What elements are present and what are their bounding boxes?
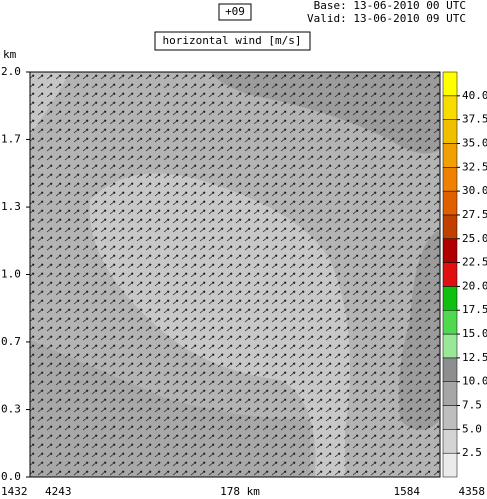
x-label: 4358 — [459, 485, 486, 498]
colorbar-label: 7.5 — [462, 399, 482, 412]
colorbar-label: 32.5 — [462, 160, 487, 173]
colorbar-band — [442, 357, 458, 382]
colorbar-label: 22.5 — [462, 256, 487, 269]
x-label: 178 km — [220, 485, 260, 498]
colorbar-label: 30.0 — [462, 184, 487, 197]
colorbar-band — [442, 286, 458, 311]
colorbar-band — [442, 452, 458, 478]
colorbar-band — [442, 262, 458, 287]
forecast: +09 — [225, 5, 245, 18]
wind-field — [29, 71, 441, 478]
colorbar-band — [442, 167, 458, 192]
colorbar-band — [442, 95, 458, 120]
y-tick-label: 1.3 — [1, 200, 21, 213]
colorbar-band — [442, 119, 458, 144]
y-tick-label: 0.3 — [1, 403, 21, 416]
x-label: 1432 — [1, 485, 28, 498]
y-tick-label: 0.7 — [1, 335, 21, 348]
colorbar-band — [442, 429, 458, 454]
colorbar-band — [442, 405, 458, 430]
valid-time: Valid: 13-06-2010 09 UTC — [307, 12, 466, 25]
y-tick-label: 2.0 — [1, 65, 21, 78]
colorbar-label: 17.5 — [462, 303, 487, 316]
colorbar-label: 40.0 — [462, 89, 487, 102]
colorbar-label: 10.0 — [462, 375, 487, 388]
colorbar-band — [442, 190, 458, 216]
colorbar-label: 5.0 — [462, 422, 482, 435]
colorbar-band — [442, 71, 458, 97]
colorbar-label: 20.0 — [462, 279, 487, 292]
y-tick-label: 1.0 — [1, 268, 21, 281]
y-tick-label: 1.7 — [1, 132, 21, 145]
forecast-box — [218, 3, 252, 21]
y-label: km — [3, 48, 17, 61]
colorbar-label: 2.5 — [462, 446, 482, 459]
colorbar-label: 35.0 — [462, 136, 487, 149]
colorbar-band — [442, 214, 458, 240]
y-tick-label: 0.0 — [1, 470, 21, 483]
colorbar-label: 15.0 — [462, 327, 487, 340]
colorbar-label: 12.5 — [462, 351, 487, 364]
colorbar-label: 37.5 — [462, 113, 487, 126]
colorbar-band — [442, 143, 458, 168]
x-label: 1584 — [394, 485, 421, 498]
colorbar-band — [442, 309, 458, 335]
colorbar-band — [442, 238, 458, 263]
colorbar-label: 25.0 — [462, 232, 487, 245]
x-label: 4243 — [45, 485, 72, 498]
colorbar-band — [442, 333, 458, 359]
colorbar-label: 27.5 — [462, 208, 487, 221]
chart-title: horizontal wind [m/s] — [162, 34, 301, 47]
base-time: Base: 13-06-2010 00 UTC — [314, 0, 466, 12]
title-box — [154, 31, 311, 51]
colorbar-band — [442, 381, 458, 406]
